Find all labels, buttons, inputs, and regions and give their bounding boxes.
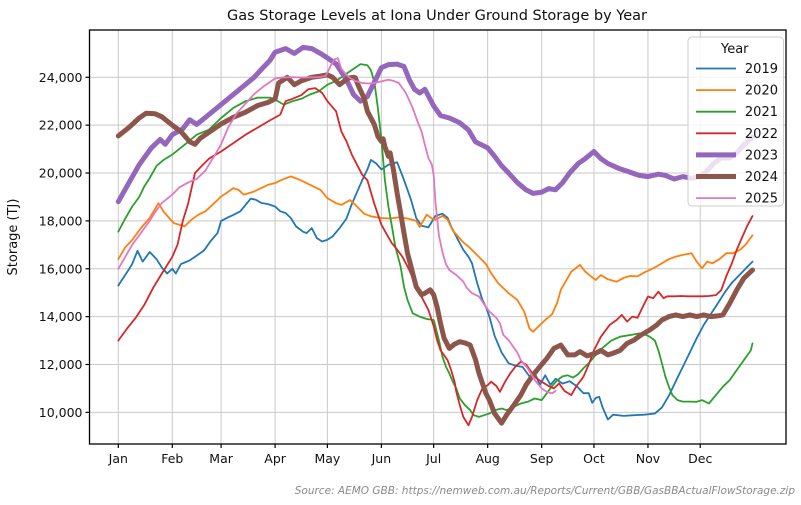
x-tick-label: Jun: [371, 451, 392, 466]
y-axis-label: Storage (TJ): [6, 199, 21, 276]
x-tick-label: Apr: [264, 451, 286, 466]
y-tick-label: 12,000: [39, 357, 83, 372]
legend-label-2020: 2020: [745, 84, 778, 99]
legend-label-2023: 2023: [745, 148, 778, 163]
legend-title: Year: [720, 42, 749, 57]
y-tick-label: 18,000: [39, 213, 83, 228]
legend-label-2019: 2019: [745, 62, 778, 77]
legend-entry-2020: 2020: [696, 84, 778, 99]
y-tick-label: 10,000: [39, 405, 83, 420]
legend-label-2021: 2021: [745, 105, 778, 120]
series-line-2024: [115, 72, 755, 426]
y-tick-label: 20,000: [39, 166, 83, 181]
legend-label-2022: 2022: [745, 127, 778, 142]
source-note: Source: AEMO GBB: https://nemweb.com.au/…: [295, 485, 796, 497]
x-tick-label: Aug: [475, 451, 499, 466]
plot-frame: [88, 29, 787, 445]
series-line-2025: [117, 57, 557, 395]
legend-layer: Year 2019 2020 2021 2022 2023 2024 2025: [687, 36, 784, 207]
x-tick-label: Nov: [636, 451, 661, 466]
legend-entry-2022: 2022: [696, 127, 778, 142]
y-tick-label: 14,000: [39, 309, 83, 324]
x-tick-label: Jul: [425, 451, 441, 466]
x-tick-label: Dec: [688, 451, 712, 466]
grid-layer: [89, 30, 786, 444]
legend-entry-2021: 2021: [696, 105, 778, 120]
x-tick-label: Oct: [583, 451, 605, 466]
chart-title: Gas Storage Levels at Iona Under Ground …: [227, 8, 647, 24]
x-tick-label: Mar: [209, 451, 233, 466]
legend-entry-2025: 2025: [696, 192, 778, 207]
series-line-2023: [115, 44, 755, 205]
y-tick-label: 16,000: [39, 261, 83, 276]
legend-entry-2023: 2023: [696, 148, 778, 163]
x-tick-label: Jan: [108, 451, 128, 466]
y-tick-label: 24,000: [39, 70, 83, 85]
y-tick-label: 22,000: [39, 118, 83, 133]
legend-label-2024: 2024: [745, 170, 778, 185]
series-layer: [115, 44, 755, 427]
x-tick-label: Feb: [161, 451, 183, 466]
legend-entry-2019: 2019: [696, 62, 778, 77]
x-tick-label: May: [314, 451, 340, 466]
series-line-2020: [117, 175, 754, 333]
legend-box: [687, 36, 784, 207]
x-tick-label: Sep: [530, 451, 554, 466]
legend-label-2025: 2025: [745, 192, 778, 207]
axis-ticks-layer: 10,000 12,000 14,000 16,000 18,000 20,000 22,0…: [39, 70, 713, 466]
series-line-2022: [117, 87, 754, 427]
legend-entry-2024: 2024: [696, 170, 778, 185]
series-line-2021: [117, 63, 754, 418]
